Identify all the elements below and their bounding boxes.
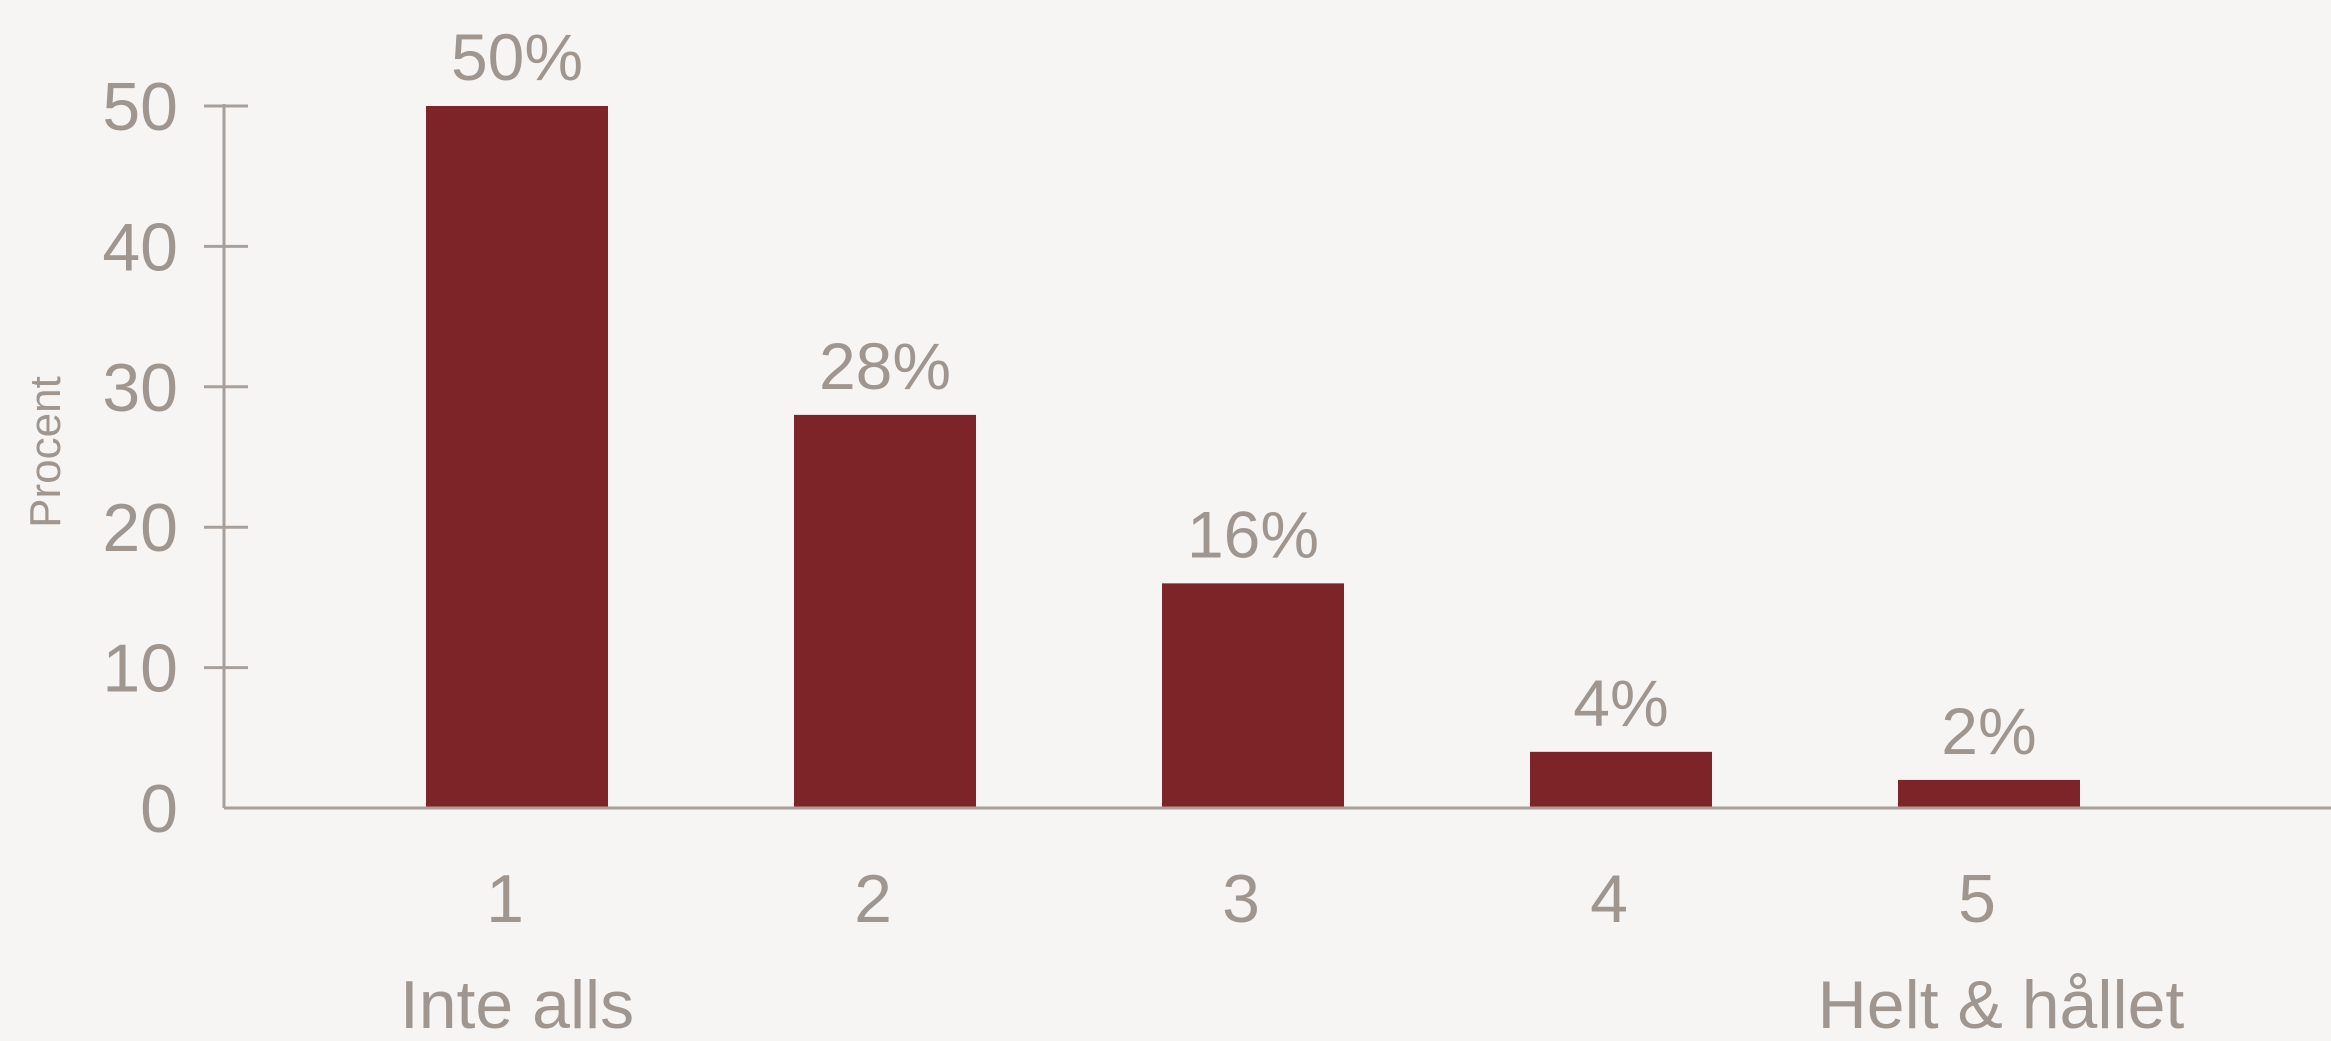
bars [426, 106, 2080, 808]
data-label-4: 4% [1573, 666, 1668, 740]
y-axis-ticks: 0 10 20 30 40 50 [102, 69, 248, 847]
x-tick-label: 3 [1222, 861, 1260, 937]
bar-3 [1162, 583, 1344, 808]
y-tick-label: 40 [102, 209, 178, 285]
x-tick-label: 1 [486, 861, 524, 937]
y-axis-title: Procent [21, 376, 70, 528]
scale-anchor-low: Inte alls [400, 967, 634, 1041]
bar-1 [426, 106, 608, 808]
data-label-1: 50% [451, 20, 583, 94]
y-tick-label: 30 [102, 350, 178, 426]
y-tick-label: 0 [140, 771, 178, 847]
bar-4 [1530, 751, 1712, 808]
x-tick-label: 2 [854, 861, 892, 937]
data-label-3: 16% [1187, 497, 1319, 571]
bar-5 [1898, 779, 2080, 808]
data-label-5: 2% [1941, 694, 2036, 768]
x-tick-label: 4 [1590, 861, 1628, 937]
y-tick-label: 10 [102, 631, 178, 707]
scale-anchor-high: Helt & hållet [1818, 967, 2185, 1041]
data-label-2: 28% [819, 329, 951, 403]
y-tick-label: 50 [102, 69, 178, 145]
x-tick-label: 5 [1958, 861, 1996, 937]
bar-2 [794, 414, 976, 808]
y-tick-label: 20 [102, 490, 178, 566]
data-labels: 50% 28% 16% 4% 2% [451, 20, 2037, 768]
x-axis-labels: 1 2 3 4 5 [486, 861, 1996, 937]
